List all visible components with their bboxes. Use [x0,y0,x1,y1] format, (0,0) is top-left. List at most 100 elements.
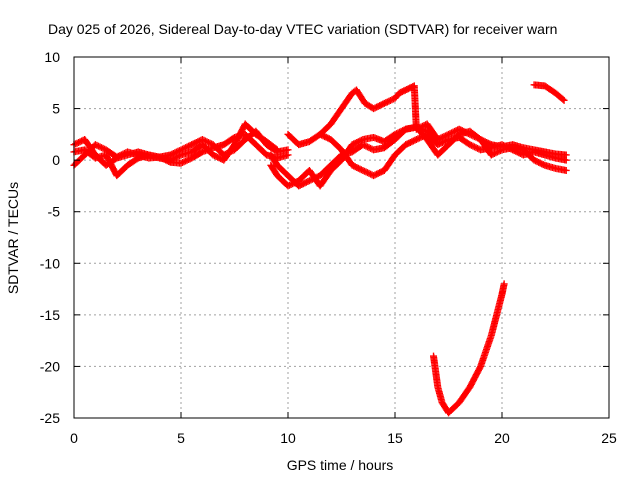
data-point [490,150,498,158]
chart-title: Day 025 of 2026, Sidereal Day-to-day VTE… [48,21,557,37]
data-point [533,158,541,166]
data-point [383,98,391,106]
data-point [448,129,456,137]
data-point [538,160,546,168]
data-point [371,104,379,112]
axis-ticks: 0 5 10 15 20 25 -25 -20 -15 -10 -5 0 5 10 [40,49,617,446]
x-tick-label: 0 [70,430,78,446]
data-point [356,165,364,173]
data-point [380,99,388,107]
data-point [500,280,508,288]
data-point [209,151,217,159]
data-point [414,124,422,132]
data-point [351,139,359,147]
data-point [419,122,427,130]
data-point [394,129,402,137]
data-point [215,154,223,162]
data-point [474,144,482,152]
data-point [192,138,200,146]
data-point [498,141,506,149]
data-point [73,139,81,147]
data-point [96,143,104,151]
data-point [322,133,330,141]
y-tick-label: -15 [40,307,60,323]
data-point [374,169,382,177]
data-point [411,136,419,144]
data-point [377,168,385,176]
data-point [362,168,370,176]
plot-border [73,56,610,419]
data-point [182,144,190,152]
data-point [443,136,451,144]
data-point [400,126,408,134]
data-point [506,144,514,152]
data-point [321,133,329,141]
data-point [415,124,423,132]
data-point [449,128,457,136]
data-point [99,144,107,152]
data-point [373,170,381,178]
grid-lines [74,57,609,418]
data-point [539,161,547,169]
y-tick-label: -5 [48,204,61,220]
data-point [373,103,381,111]
data-point [385,97,393,105]
data-points [70,81,570,417]
data-point [367,170,375,178]
y-tick-label: -10 [40,255,60,271]
data-point [393,130,401,138]
data-point [273,146,281,154]
data-point [501,142,509,150]
data-point [402,141,410,149]
data-point [354,138,362,146]
data-point [562,166,570,174]
data-point [408,138,416,146]
data-point [370,172,378,180]
data-point [409,137,417,145]
data-point [212,152,220,160]
data-point [286,181,294,189]
data-point [405,139,413,147]
data-point [356,137,364,145]
data-point [438,138,446,146]
data-point [374,102,382,110]
data-series-track-9 [530,81,568,104]
data-point [503,143,511,151]
data-point [183,156,191,164]
data-point [171,154,179,162]
data-point [298,180,306,188]
data-point [292,178,300,186]
data-point [305,177,313,185]
x-tick-label: 25 [601,430,617,446]
data-point [177,159,185,167]
data-point [180,158,188,166]
data-point [532,157,540,165]
data-point [412,136,420,144]
data-point [354,164,362,172]
data-point [510,147,518,155]
data-point [284,182,292,190]
data-point [185,142,193,150]
data-point [174,152,182,160]
data-point [367,144,375,152]
data-point [493,148,501,156]
y-tick-label: 10 [44,49,60,65]
data-point [169,155,177,163]
y-tick-label: -20 [40,358,60,374]
data-point [472,144,480,152]
data-point [500,141,508,149]
data-point [412,125,420,133]
data-point [172,153,180,161]
data-point [206,139,214,147]
data-point [304,178,312,186]
data-point [182,157,190,165]
data-point [72,140,80,148]
y-axis-label: SDTVAR / TECUs [5,182,21,294]
data-point [214,153,222,161]
data-point [302,178,310,186]
data-point [451,127,459,135]
y-tick-label: -25 [40,410,60,426]
data-point [357,136,365,144]
data-point [98,144,106,152]
